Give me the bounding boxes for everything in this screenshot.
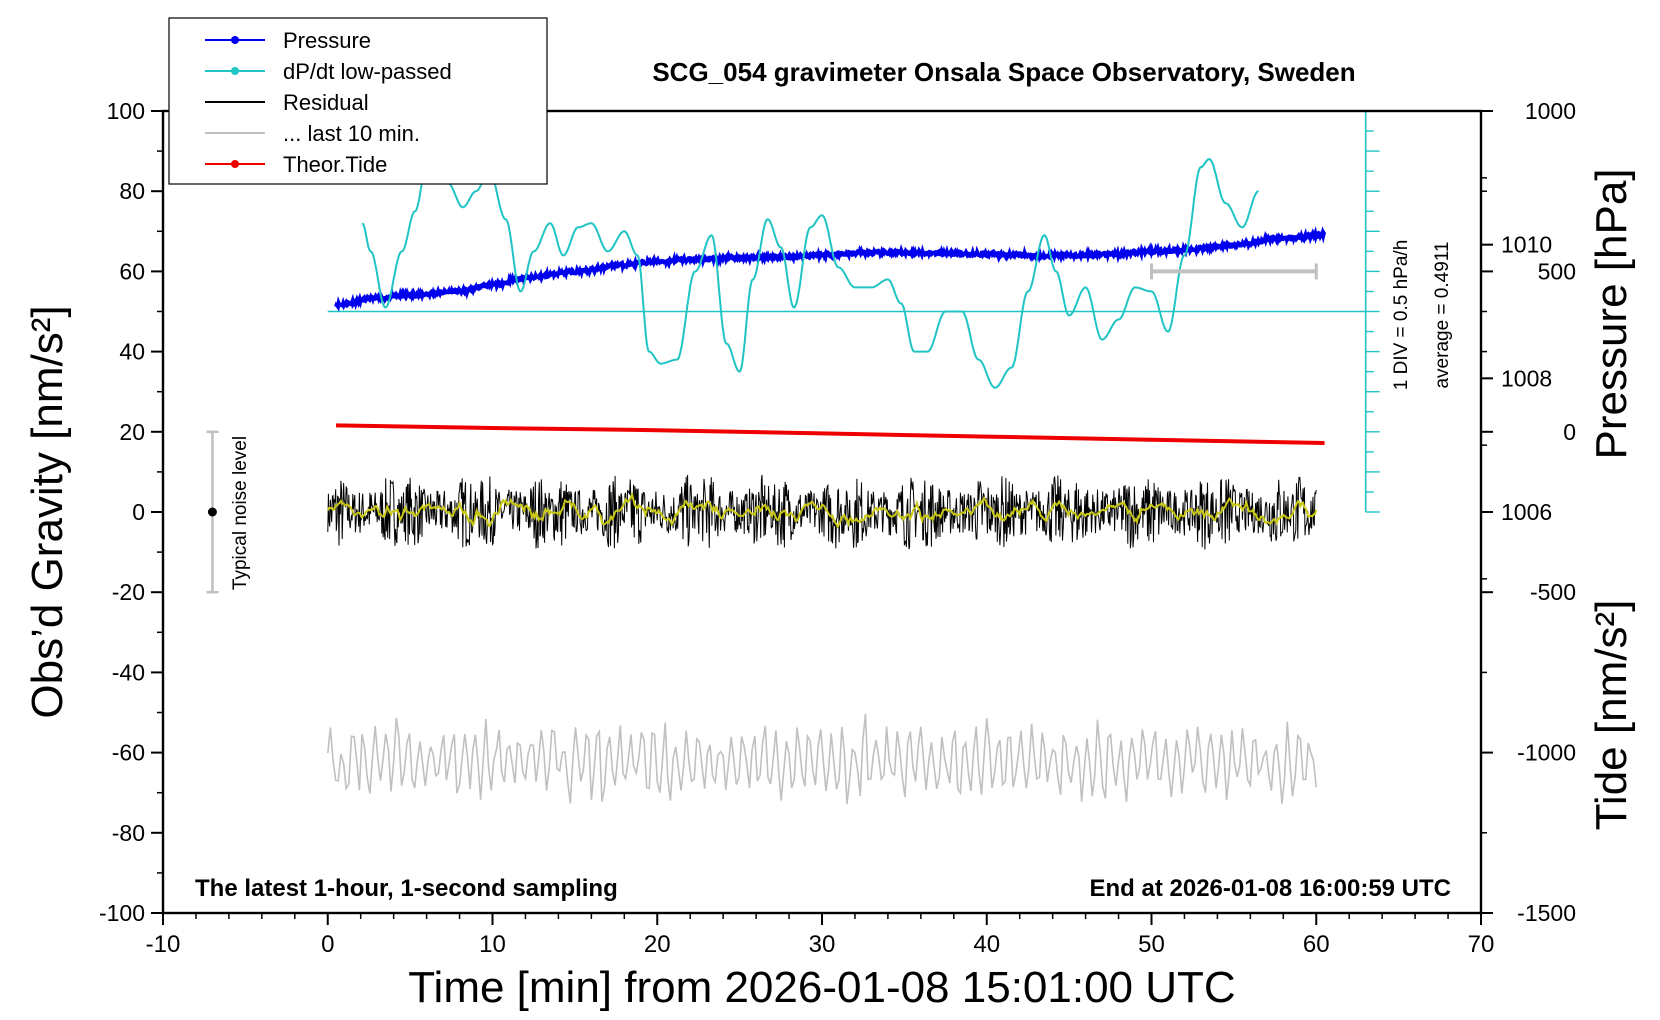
y-tick-label: -40: [112, 659, 145, 685]
y-tick-label: 20: [119, 419, 145, 445]
y-tick-label: -80: [112, 820, 145, 846]
tide-tick-label: -500: [1530, 579, 1576, 605]
y-tick-label: -100: [99, 900, 145, 926]
y-tick-label: -60: [112, 740, 145, 766]
pressure-tick-label: 1008: [1501, 365, 1552, 391]
series-theor-tide: [335, 423, 1325, 445]
legend-label-residual: Residual: [283, 90, 369, 115]
x-tick-label: 10: [479, 931, 506, 958]
legend-label-pressure: Pressure: [283, 28, 371, 53]
legend: Pressure dP/dt low-passed Residual ... last…: [168, 17, 548, 185]
legend-marker-dp-dt-low-passed: [231, 67, 239, 75]
y-tick-label: 0: [132, 499, 145, 525]
x-tick-label: 50: [1138, 931, 1165, 958]
y-tick-label: 40: [119, 339, 145, 365]
y-tick-label: 100: [107, 98, 145, 124]
x-tick-label: 0: [321, 931, 334, 958]
tide-tick-label: 500: [1538, 258, 1576, 284]
legend-marker-theor-tide: [231, 160, 239, 168]
tide-tick-label: 0: [1563, 419, 1576, 445]
pressure-axis-label: Pressure [hPa]: [1587, 168, 1636, 459]
series-last-10-min: [327, 713, 1317, 805]
series-pressure: [334, 226, 1327, 312]
dpdt-scale-label: 1 DIV = 0.5 hPa/h: [1391, 240, 1412, 391]
x-tick-label: -10: [146, 931, 181, 958]
legend-label-last-10-min: ... last 10 min.: [283, 121, 420, 146]
tide-axis-label: Tide [nm/s²]: [1587, 600, 1636, 831]
x-axis-label: Time [min] from 2026-01-08 15:01:00 UTC: [408, 963, 1235, 1012]
series-residual: [327, 474, 1317, 550]
chart-title: SCG_054 gravimeter Onsala Space Observat…: [652, 57, 1355, 87]
x-tick-label: 40: [973, 931, 1000, 958]
tide-tick-label: -1500: [1517, 900, 1576, 926]
legend-label-dp-dt-low-passed: dP/dt low-passed: [283, 59, 452, 84]
tide-tick-label: -1000: [1517, 740, 1576, 766]
y-tick-label: 80: [119, 178, 145, 204]
dpdt-average-label: average = 0.4911: [1432, 241, 1453, 388]
pressure-tick-label: 1010: [1501, 232, 1552, 258]
noise-bar-center: [207, 507, 217, 517]
pressure-tick-label: 1006: [1501, 499, 1552, 525]
y-tick-label: 60: [119, 258, 145, 284]
x-tick-label: 30: [809, 931, 836, 958]
legend-label-theor-tide: Theor.Tide: [283, 152, 387, 177]
y-axis-label: Obs’d Gravity [nm/s²]: [23, 305, 72, 718]
x-tick-label: 20: [644, 931, 671, 958]
y-tick-label: -20: [112, 579, 145, 605]
legend-marker-pressure: [231, 36, 239, 44]
bottom-left-note: The latest 1-hour, 1-second sampling: [195, 875, 618, 902]
bottom-right-note: End at 2026-01-08 16:00:59 UTC: [1090, 875, 1452, 902]
tide-tick-label: 1000: [1525, 98, 1576, 124]
x-tick-label: 70: [1468, 931, 1495, 958]
series-dp-dt-low-passed: [361, 158, 1259, 389]
x-tick-label: 60: [1303, 931, 1330, 958]
ticks: -10 0 10 20 30 40 50 60 70100806040200-20-40-60-…: [99, 98, 1576, 958]
residual-smoothed: [326, 491, 1318, 529]
noise-level-label: Typical noise level: [230, 436, 251, 590]
plot-area: [206, 110, 1380, 805]
